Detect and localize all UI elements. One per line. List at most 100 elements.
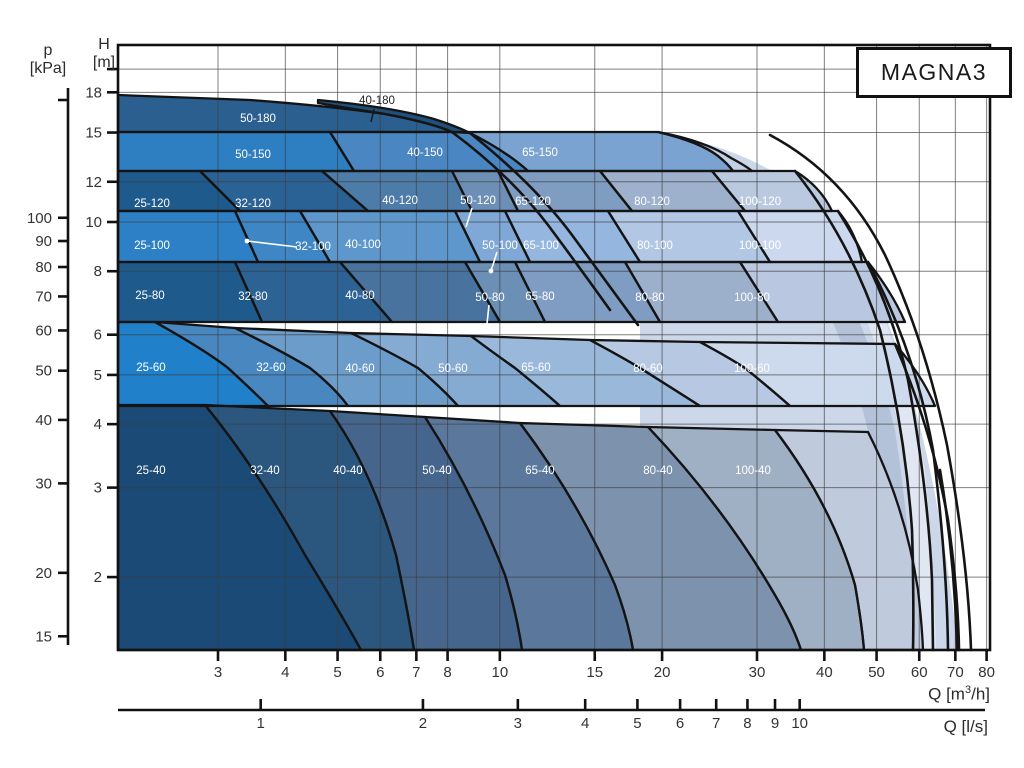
callout-dot-50-100	[488, 268, 494, 274]
max-curve-0	[450, 130, 612, 312]
right-fan-light	[845, 255, 936, 650]
callout-line-50-100	[490, 251, 498, 272]
callout-dot-32-100	[244, 238, 250, 244]
flow-m3h-tick-label-80: 80	[978, 664, 995, 681]
head-tick-label-10: 10	[85, 214, 102, 231]
flow-ls-tick-label-10: 10	[791, 715, 808, 732]
pressure-axis-title: p [kPa]	[29, 42, 67, 77]
flow-m3h-tick-label-40: 40	[816, 664, 833, 681]
region-label-65-60: 65-60	[521, 362, 550, 374]
region-label-65-150: 65-150	[522, 147, 558, 159]
head-tick-label-4: 4	[94, 416, 102, 433]
pressure-tick-label-30: 30	[35, 475, 52, 492]
region-label-50-60: 50-60	[438, 363, 467, 375]
flow-ls-axis-title: Q [l/s]	[943, 717, 988, 736]
region-fill-25-60	[118, 322, 268, 406]
flow-m3h-tick-label-60: 60	[911, 664, 928, 681]
region-label-25-40: 25-40	[136, 465, 165, 477]
region-fill-80-100	[608, 211, 770, 262]
head-tick-label-6: 6	[94, 327, 102, 344]
pressure-tick-label-90: 90	[35, 233, 52, 250]
pressure-tick-label-50: 50	[35, 363, 52, 380]
region-label-50-80: 50-80	[475, 292, 504, 304]
region-label-40-80: 40-80	[345, 290, 374, 302]
flow-m3h-tick-label-30: 30	[749, 664, 766, 681]
region-fill-80-60	[590, 340, 790, 406]
head-tick-label-18: 18	[85, 84, 102, 101]
title-badge: MAGNA3	[856, 47, 1012, 98]
flow-ls-tick-label-7: 7	[712, 715, 720, 732]
flow-ls-tick-label-1: 1	[257, 715, 265, 732]
callout-line-32-100	[246, 240, 298, 248]
region-fill-50-60	[351, 333, 560, 406]
flow-m3h-tick-label-3: 3	[214, 664, 222, 681]
pressure-tick-label-100: 100	[27, 210, 52, 227]
flow-m3h-tick-label-15: 15	[586, 664, 603, 681]
flow-m3h-tick-label-20: 20	[654, 664, 671, 681]
region-fill-65-150	[468, 132, 733, 171]
region-label-25-60: 25-60	[136, 362, 165, 374]
region-label-50-100: 50-100	[482, 240, 518, 252]
head-tick-label-8: 8	[94, 263, 102, 280]
flow-m3h-tick-label-6: 6	[376, 664, 384, 681]
region-label-40-180: 40-180	[359, 95, 395, 107]
region-label-100-100: 100-100	[739, 240, 781, 252]
head-tick-label-15: 15	[85, 125, 102, 142]
flow-m3h-tick-label-5: 5	[333, 664, 341, 681]
region-label-25-100: 25-100	[134, 240, 170, 252]
head-tick-label-3: 3	[94, 480, 102, 497]
region-fill-25-100	[118, 211, 258, 262]
region-label-32-80: 32-80	[238, 291, 267, 303]
region-fill-40-120	[322, 171, 472, 211]
region-label-40-100: 40-100	[345, 239, 381, 251]
head-tick-label-12: 12	[85, 174, 102, 191]
callout-line-50-120	[465, 207, 473, 228]
region-label-100-40: 100-40	[735, 465, 771, 477]
region-label-100-80: 100-80	[734, 292, 770, 304]
region-label-25-120: 25-120	[134, 198, 170, 210]
region-label-65-100: 65-100	[523, 240, 559, 252]
region-label-40-40: 40-40	[333, 465, 362, 477]
region-fill-40-100	[300, 211, 480, 262]
region-label-80-40: 80-40	[643, 465, 672, 477]
callout-line-50-80	[485, 304, 490, 334]
region-fill-50-40	[425, 417, 633, 650]
flow-ls-tick-label-8: 8	[743, 715, 751, 732]
region-label-32-60: 32-60	[256, 362, 285, 374]
plot-border	[116, 43, 992, 652]
pressure-tick-label-40: 40	[35, 412, 52, 429]
region-fill-65-120	[498, 171, 632, 211]
max-curve-3	[836, 209, 935, 652]
region-fill-80-80	[625, 262, 778, 322]
max-curve-2	[793, 169, 915, 652]
region-label-40-60: 40-60	[345, 363, 374, 375]
pressure-tick-label-80: 80	[35, 259, 52, 276]
region-fill-40-60	[235, 328, 458, 406]
head-tick-label-2: 2	[94, 569, 102, 586]
region-fill-32-120	[200, 171, 368, 211]
region-fill-32-60	[155, 322, 348, 406]
region-label-32-100: 32-100	[295, 241, 331, 253]
flow-m3h-axis-title: Q [m3/h]	[928, 684, 990, 704]
region-label-65-120: 65-120	[515, 196, 551, 208]
flow-m3h-tick-label-7: 7	[412, 664, 420, 681]
region-fill-50-80	[465, 262, 545, 322]
region-fill-80-120	[600, 171, 745, 211]
flow-m3h-tick-label-4: 4	[281, 664, 289, 681]
region-label-65-80: 65-80	[525, 291, 554, 303]
flow-ls-tick-label-2: 2	[419, 715, 427, 732]
head-axis-title: H [m]	[92, 36, 116, 71]
region-label-80-80: 80-80	[635, 292, 664, 304]
region-label-80-120: 80-120	[634, 196, 670, 208]
region-label-100-60: 100-60	[734, 363, 770, 375]
region-fill-65-60	[471, 336, 700, 406]
region-fill-65-40	[520, 423, 801, 650]
region-label-65-40: 65-40	[525, 465, 554, 477]
pressure-tick-label-60: 60	[35, 322, 52, 339]
region-label-25-80: 25-80	[135, 290, 164, 302]
region-label-32-120: 32-120	[235, 198, 271, 210]
region-label-80-60: 80-60	[633, 363, 662, 375]
flow-ls-tick-label-6: 6	[676, 715, 684, 732]
flow-m3h-tick-label-50: 50	[868, 664, 885, 681]
